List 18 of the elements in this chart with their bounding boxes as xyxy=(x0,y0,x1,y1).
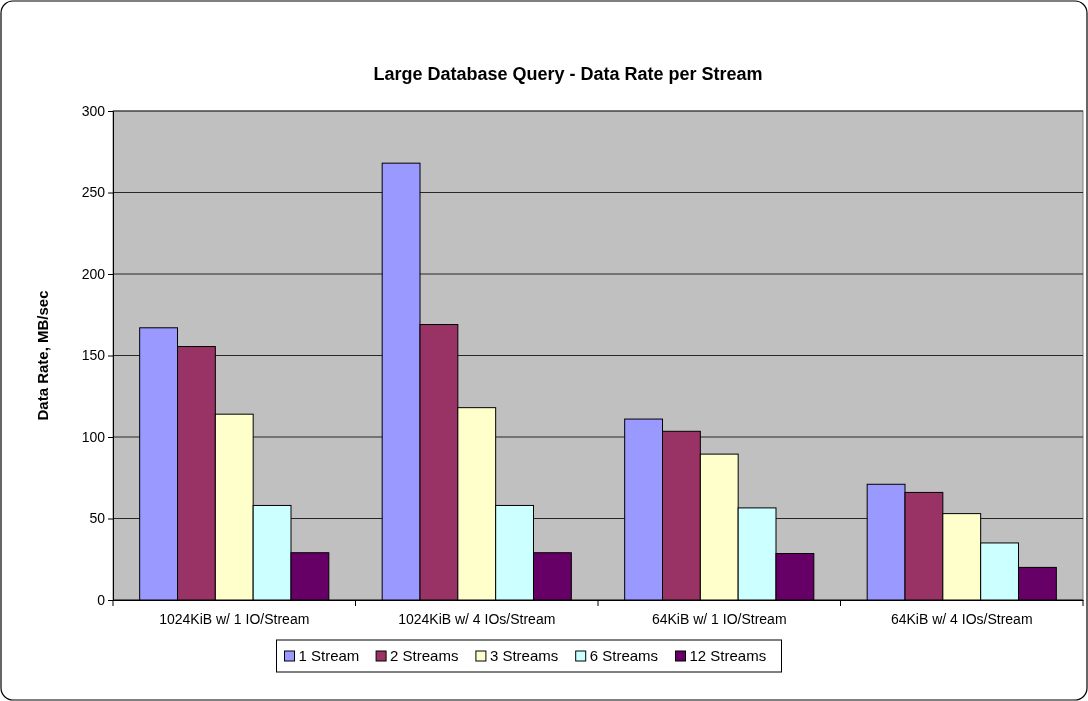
y-tick-label: 50 xyxy=(89,510,106,527)
y-tick-label: 250 xyxy=(81,184,106,201)
y-axis-title: Data Rate, MB/sec xyxy=(34,290,51,421)
x-tick-label: 1024KiB w/ 1 IO/Stream xyxy=(159,611,310,627)
x-tick-label: 64KiB w/ 1 IO/Stream xyxy=(651,611,787,627)
x-tick-label: 1024KiB w/ 4 IOs/Stream xyxy=(398,611,556,627)
y-tick-label: 0 xyxy=(97,591,106,608)
legend-label: 12 Streams xyxy=(689,647,767,664)
y-tick-label: 150 xyxy=(81,347,106,364)
legend-label: 6 Streams xyxy=(589,647,659,664)
y-tick-label: 300 xyxy=(81,102,106,119)
y-tick-label: 200 xyxy=(81,265,106,282)
x-tick-label: 64KiB w/ 4 IOs/Stream xyxy=(890,611,1033,627)
y-tick-label: 100 xyxy=(81,428,106,445)
legend-label: 2 Streams xyxy=(390,647,459,664)
chart-title: Large Database Query - Data Rate per Stream xyxy=(373,64,763,84)
legend-label: 1 Stream xyxy=(298,647,360,664)
legend-label: 3 Streams xyxy=(489,647,559,664)
